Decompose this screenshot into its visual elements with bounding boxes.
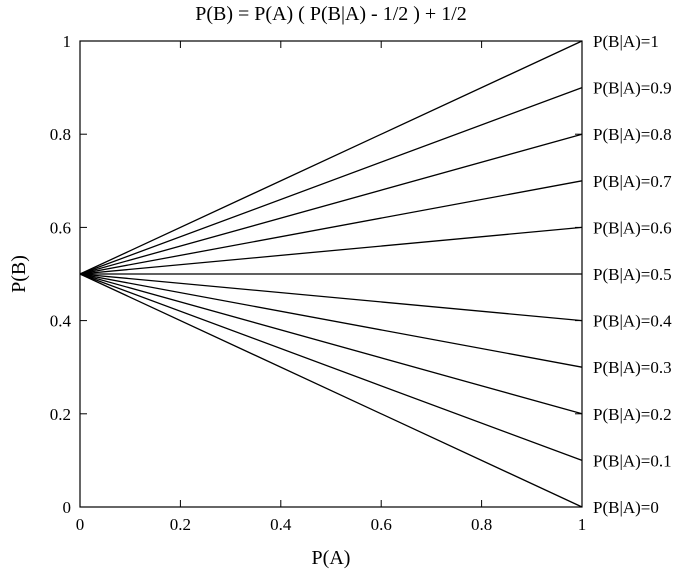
series-line <box>79 133 583 275</box>
y-tick-label: 1 <box>63 32 72 51</box>
y-tick-label: 0.4 <box>50 312 72 331</box>
x-tick-label: 0.6 <box>371 515 392 534</box>
series-line <box>79 226 583 275</box>
y-tick-label: 0.6 <box>50 218 71 237</box>
series-line <box>79 40 583 275</box>
series-label: P(B|A)=0.9 <box>593 79 672 98</box>
y-axis-ticks: 0 0.2 0.4 0.6 0.8 1 <box>50 32 582 517</box>
series-labels: P(B|A)=1 P(B|A)=0.9 P(B|A)=0.8 P(B|A)=0.7 P(… <box>593 32 672 517</box>
series-line <box>79 180 583 275</box>
series-line <box>79 273 583 508</box>
series-label: P(B|A)=1 <box>593 32 659 51</box>
series-label: P(B|A)=0.4 <box>593 312 672 331</box>
series-label: P(B|A)=0.6 <box>593 218 672 237</box>
series-line <box>79 273 583 368</box>
series-label: P(B|A)=0.2 <box>593 405 672 424</box>
series-label: P(B|A)=0.3 <box>593 358 672 377</box>
x-tick-label: 1 <box>578 515 587 534</box>
x-axis-ticks: 0 0.2 0.4 0.6 0.8 1 <box>76 41 587 534</box>
series-line <box>79 86 583 275</box>
x-tick-label: 0 <box>76 515 85 534</box>
chart-title: P(B) = P(A) ( P(B|A) - 1/2 ) + 1/2 <box>195 3 467 25</box>
x-tick-label: 0.4 <box>270 515 292 534</box>
y-axis-label: P(B) <box>8 255 30 293</box>
y-tick-label: 0.2 <box>50 405 71 424</box>
series-line <box>79 273 583 415</box>
y-tick-label: 0.8 <box>50 125 71 144</box>
series-label: P(B|A)=0.5 <box>593 265 672 284</box>
series-label: P(B|A)=0.7 <box>593 172 672 191</box>
series-lines <box>79 40 583 508</box>
x-axis-label: P(A) <box>312 547 351 569</box>
series-label: P(B|A)=0.1 <box>593 451 672 470</box>
x-tick-label: 0.8 <box>471 515 492 534</box>
y-tick-label: 0 <box>63 498 72 517</box>
x-tick-label: 0.2 <box>170 515 191 534</box>
series-label: P(B|A)=0 <box>593 498 659 517</box>
series-label: P(B|A)=0.8 <box>593 125 672 144</box>
series-line <box>79 273 583 322</box>
series-line <box>79 273 583 462</box>
